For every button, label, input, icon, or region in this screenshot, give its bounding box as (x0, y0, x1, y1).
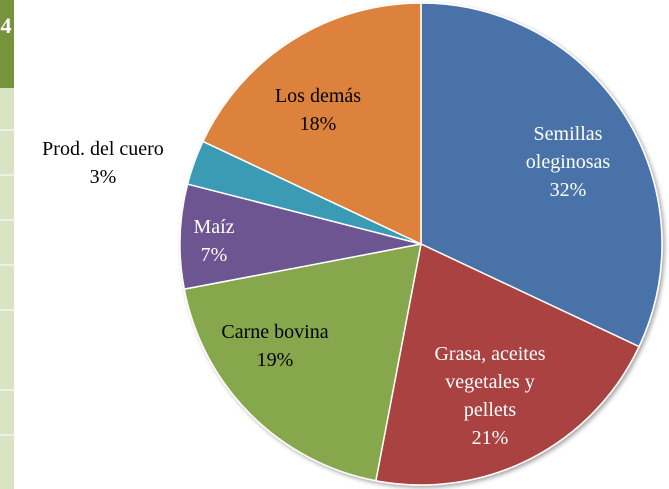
pie-slice (183, 243, 422, 482)
side-strip (0, 0, 14, 489)
category-label: Carne bovina (221, 321, 328, 343)
label-line: Carne bovina (221, 321, 328, 343)
slice-label: Maíz 7% (193, 216, 234, 266)
category-label: Semillas oleginosas (526, 123, 611, 173)
value-label: 21% (472, 427, 509, 449)
label-line: oleginosas (526, 151, 611, 173)
pie (179, 2, 663, 486)
pie-slice (201, 2, 422, 246)
side-tab (0, 0, 14, 88)
label-line: Los demás (275, 85, 361, 107)
label-line: vegetales y (445, 371, 534, 393)
category-label: Maíz (193, 216, 234, 238)
labels: Semillas oleginosas 32% Grasa, aceites veget… (42, 85, 610, 449)
value-label: 18% (300, 113, 337, 135)
value-label: 3% (90, 166, 117, 188)
pie-slice (420, 2, 663, 348)
value-label: 7% (201, 244, 228, 266)
slice-label: Carne bovina 19% (221, 321, 328, 371)
side-grid (0, 129, 14, 436)
value-label: 19% (257, 349, 294, 371)
value-label: 32% (550, 179, 587, 201)
slice-label: Prod. del cuero 3% (42, 138, 164, 188)
side-tab-label: 4 (1, 13, 12, 38)
category-label: Grasa, aceites vegetales y pellets (434, 343, 545, 421)
label-line: pellets (464, 399, 516, 421)
category-label: Prod. del cuero (42, 138, 164, 160)
label-line: Semillas (534, 123, 603, 145)
pie-slice (374, 242, 641, 486)
slice-label: Los demás 18% (275, 85, 361, 135)
label-line: Prod. del cuero (42, 138, 164, 160)
label-line: Maíz (193, 216, 234, 238)
category-label: Los demás (275, 85, 361, 107)
pie-slice (179, 183, 422, 291)
label-line: Grasa, aceites (434, 343, 545, 365)
slice-label: Grasa, aceites vegetales y pellets 21% (434, 343, 545, 449)
slice-label: Semillas oleginosas 32% (526, 123, 611, 201)
